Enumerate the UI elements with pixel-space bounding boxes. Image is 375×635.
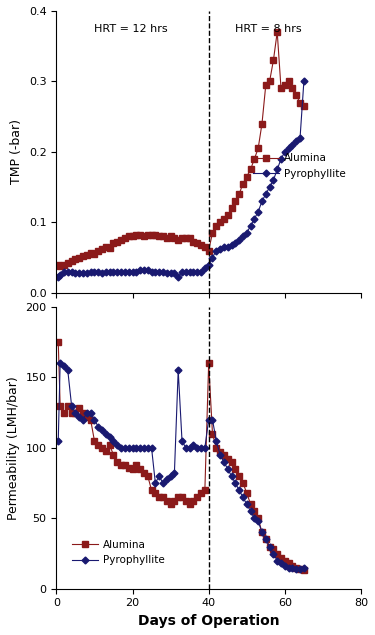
Line: Pyrophyllite: Pyrophyllite (56, 361, 306, 572)
Pyrophyllite (130, 268, 135, 276)
Pyrophyllite (56, 274, 60, 281)
Pyrophyllite (252, 514, 257, 522)
Alumina (92, 437, 97, 444)
Pyrophyllite (134, 444, 139, 451)
Legend: Alumina, Pyrophyllite: Alumina, Pyrophyllite (248, 149, 350, 183)
Alumina (161, 493, 165, 501)
Pyrophyllite (115, 268, 120, 276)
Pyrophyllite (168, 472, 173, 480)
Alumina (302, 102, 306, 110)
Alumina (77, 254, 81, 262)
Alumina (248, 500, 253, 508)
Pyrophyllite (302, 564, 306, 572)
Pyrophyllite (56, 437, 60, 444)
Alumina (119, 236, 123, 244)
Alumina (56, 338, 60, 346)
Pyrophyllite (302, 77, 306, 85)
Y-axis label: Permeability (LMH/bar): Permeability (LMH/bar) (7, 376, 20, 519)
Alumina (130, 465, 135, 473)
Y-axis label: TMP (-bar): TMP (-bar) (10, 119, 23, 184)
Line: Pyrophyllite: Pyrophyllite (56, 79, 306, 279)
Pyrophyllite (161, 268, 165, 276)
Pyrophyllite (294, 565, 298, 573)
Pyrophyllite (119, 444, 123, 451)
Pyrophyllite (283, 148, 287, 156)
Alumina (134, 231, 139, 239)
Pyrophyllite (92, 268, 97, 276)
Alumina (165, 234, 169, 242)
Text: HRT = 12 hrs: HRT = 12 hrs (94, 24, 168, 34)
Line: Alumina: Alumina (56, 29, 307, 269)
Pyrophyllite (58, 359, 62, 367)
Text: HRT = 8 hrs: HRT = 8 hrs (236, 24, 302, 34)
Alumina (302, 566, 306, 574)
Alumina (58, 262, 62, 270)
Alumina (56, 261, 60, 269)
Alumina (115, 458, 120, 465)
Alumina (283, 557, 287, 565)
Alumina (252, 155, 257, 163)
Pyrophyllite (165, 475, 169, 483)
Pyrophyllite (77, 413, 81, 420)
Line: Alumina: Alumina (56, 339, 307, 573)
Alumina (275, 29, 279, 36)
X-axis label: Days of Operation: Days of Operation (138, 614, 279, 628)
Pyrophyllite (248, 222, 253, 230)
Legend: Alumina, Pyrophyllite: Alumina, Pyrophyllite (68, 536, 169, 570)
Alumina (168, 232, 173, 240)
